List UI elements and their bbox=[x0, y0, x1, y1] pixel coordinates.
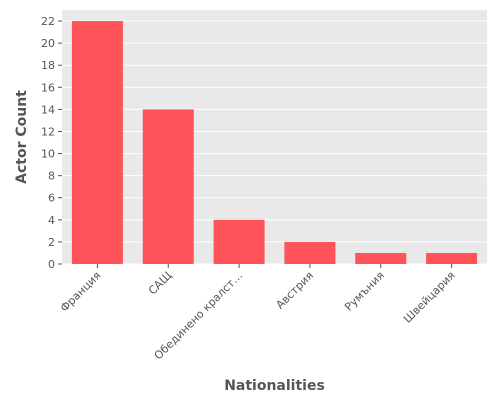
x-tick-label: Франция bbox=[58, 269, 104, 315]
bar bbox=[142, 109, 194, 265]
y-tick-label: 18 bbox=[41, 59, 55, 72]
x-tick-label: Румъния bbox=[342, 269, 387, 314]
bar bbox=[355, 252, 407, 264]
y-axis-label: Actor Count bbox=[14, 90, 30, 184]
x-tick-label: САЩ bbox=[146, 269, 174, 297]
y-tick-label: 6 bbox=[48, 192, 55, 205]
y-axis-ticks: 0 2 4 6 8 10 12 14 16 18 20 22 bbox=[41, 15, 62, 271]
gridlines bbox=[62, 20, 487, 265]
x-tick-label: Австрия bbox=[273, 269, 316, 312]
y-tick-label: 8 bbox=[48, 170, 55, 183]
x-tick-label: Швейцария bbox=[401, 269, 458, 326]
y-tick-label: 12 bbox=[41, 125, 55, 138]
y-tick-label: 22 bbox=[41, 15, 55, 28]
y-tick-label: 16 bbox=[41, 81, 55, 94]
y-tick-label: 0 bbox=[48, 258, 55, 271]
bar bbox=[71, 21, 123, 265]
bar bbox=[426, 252, 478, 264]
y-tick-label: 20 bbox=[41, 37, 55, 50]
bars bbox=[71, 21, 478, 265]
plot-area bbox=[62, 10, 487, 264]
bar bbox=[213, 219, 265, 264]
y-tick-label: 4 bbox=[48, 214, 55, 227]
y-tick-label: 10 bbox=[41, 148, 55, 161]
y-tick-label: 2 bbox=[48, 236, 55, 249]
x-axis-label: Nationalities bbox=[224, 378, 325, 394]
y-tick-label: 14 bbox=[41, 103, 55, 116]
bar bbox=[284, 241, 336, 264]
